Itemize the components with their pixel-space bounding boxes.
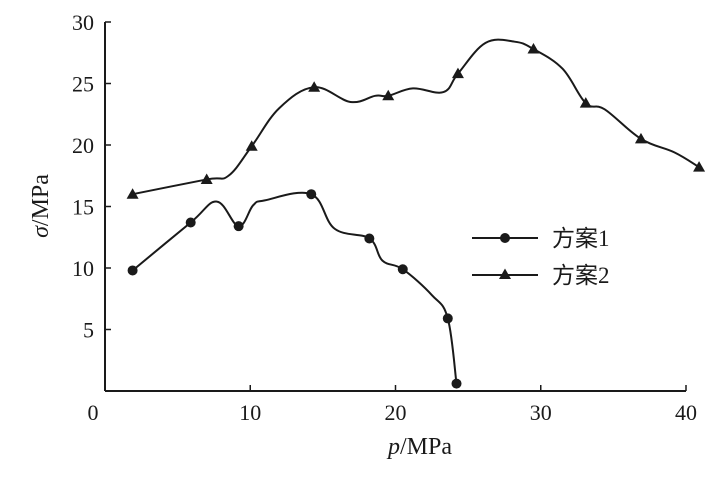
data-point-triangle <box>634 132 647 144</box>
plot-area: 0 10 20 30 40 5 10 15 20 25 30 <box>72 10 706 425</box>
data-point-circle <box>233 221 244 232</box>
data-point-triangle <box>527 43 540 54</box>
legend-label-series-1: 方案1 <box>552 226 610 251</box>
data-point-circle <box>451 378 462 389</box>
x-tick-label: 30 <box>530 400 552 425</box>
legend-marker-circle <box>500 233 510 243</box>
data-point-circle <box>127 265 138 276</box>
legend-item-series-1: 方案1 <box>472 226 610 251</box>
data-point-triangle <box>245 140 258 151</box>
data-point-circle <box>442 313 453 324</box>
legend-item-series-2: 方案2 <box>472 263 610 288</box>
y-axis-unit: /MPa <box>28 174 54 226</box>
y-tick-label: 30 <box>72 10 94 35</box>
data-point-triangle <box>126 188 139 199</box>
series-layer <box>126 38 706 389</box>
data-point-circle <box>364 233 375 244</box>
y-axis-var: σ <box>28 225 54 238</box>
y-tick-label: 5 <box>83 318 94 343</box>
legend-label-series-2: 方案2 <box>552 263 610 288</box>
series-line-1 <box>131 191 458 384</box>
legend-marker-triangle <box>499 268 511 279</box>
data-point-triangle <box>693 161 706 172</box>
y-axis-title: σ/MPa <box>28 174 54 238</box>
y-tick-label: 25 <box>72 72 94 97</box>
series-line-2 <box>132 38 700 196</box>
data-point-circle <box>185 217 196 228</box>
data-point-circle <box>397 264 408 275</box>
data-point-triangle <box>451 67 464 79</box>
x-tick-label: 0 <box>88 400 99 425</box>
data-point-triangle <box>579 97 592 108</box>
y-ticks: 5 10 15 20 25 30 <box>72 10 111 343</box>
x-axis-var: p <box>386 434 400 460</box>
y-tick-label: 10 <box>72 256 94 281</box>
data-point-triangle <box>382 89 395 101</box>
y-tick-label: 20 <box>72 133 94 158</box>
x-tick-label: 20 <box>385 400 407 425</box>
data-point-triangle <box>308 81 321 92</box>
x-tick-label: 40 <box>675 400 697 425</box>
data-point-triangle <box>200 173 213 184</box>
x-axis-unit: /MPa <box>400 434 452 460</box>
x-tick-label: 10 <box>239 400 261 425</box>
data-point-circle <box>306 189 317 200</box>
x-axis-title: p/MPa <box>386 434 452 460</box>
x-ticks: 0 10 20 30 40 <box>88 385 697 425</box>
legend: 方案1 方案2 <box>472 226 610 288</box>
y-tick-label: 15 <box>72 195 94 220</box>
